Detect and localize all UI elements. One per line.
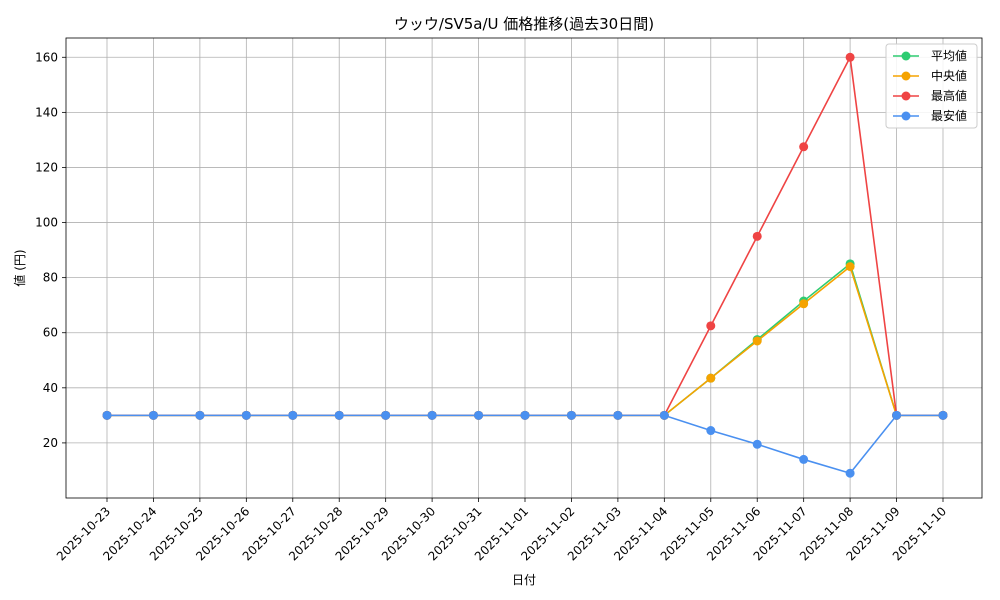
legend-label: 最安値 bbox=[931, 108, 967, 123]
data-point bbox=[520, 410, 530, 420]
data-point bbox=[845, 52, 855, 62]
legend-marker bbox=[901, 111, 911, 121]
y-tick-label: 40 bbox=[43, 381, 58, 395]
legend-marker bbox=[901, 91, 911, 101]
data-point bbox=[892, 410, 902, 420]
y-tick-label: 60 bbox=[43, 326, 58, 340]
chart-title: ウッウ/SV5a/U 価格推移(過去30日間) bbox=[394, 15, 654, 33]
plot-frame bbox=[65, 37, 983, 499]
legend-item: 平均値 bbox=[893, 48, 967, 63]
data-point bbox=[706, 321, 716, 331]
y-axis-ticks: 20 40 60 80 100 120 140 160 bbox=[35, 50, 66, 450]
y-tick-label: 120 bbox=[35, 160, 58, 174]
data-point bbox=[566, 410, 576, 420]
y-tick-label: 20 bbox=[43, 436, 58, 450]
y-tick-label: 160 bbox=[35, 50, 58, 64]
data-point bbox=[659, 410, 669, 420]
legend-marker bbox=[901, 71, 911, 81]
y-tick-label: 80 bbox=[43, 271, 58, 285]
legend-item: 中央値 bbox=[893, 68, 967, 83]
data-point bbox=[102, 410, 112, 420]
data-point bbox=[799, 142, 809, 152]
y-axis-label: 値 (円) bbox=[12, 249, 27, 286]
data-point bbox=[288, 410, 298, 420]
x-axis-ticks: 2025-10-232025-10-242025-10-252025-10-26… bbox=[54, 498, 949, 563]
data-point bbox=[799, 454, 809, 464]
data-point bbox=[706, 373, 716, 383]
y-tick-label: 140 bbox=[35, 105, 58, 119]
data-point bbox=[938, 410, 948, 420]
y-tick-label: 100 bbox=[35, 216, 58, 230]
data-point bbox=[474, 410, 484, 420]
legend-marker bbox=[901, 51, 911, 61]
legend-box bbox=[885, 43, 978, 129]
legend-label: 中央値 bbox=[931, 68, 967, 83]
data-point bbox=[241, 410, 251, 420]
data-point bbox=[799, 299, 809, 309]
legend-label: 最高値 bbox=[931, 88, 967, 103]
data-point bbox=[381, 410, 391, 420]
data-point bbox=[845, 262, 855, 272]
legend-item: 最安値 bbox=[893, 108, 967, 123]
data-point bbox=[752, 231, 762, 241]
data-point bbox=[845, 468, 855, 478]
data-point bbox=[752, 336, 762, 346]
series-layer bbox=[102, 52, 948, 478]
legend-item: 最高値 bbox=[893, 88, 967, 103]
data-point bbox=[334, 410, 344, 420]
data-point bbox=[613, 410, 623, 420]
x-axis-label: 日付 bbox=[512, 573, 536, 587]
legend-label: 平均値 bbox=[931, 48, 967, 63]
data-point bbox=[706, 426, 716, 436]
data-point bbox=[195, 410, 205, 420]
data-point bbox=[752, 439, 762, 449]
series-4 bbox=[102, 410, 948, 478]
data-point bbox=[148, 410, 158, 420]
data-point bbox=[427, 410, 437, 420]
